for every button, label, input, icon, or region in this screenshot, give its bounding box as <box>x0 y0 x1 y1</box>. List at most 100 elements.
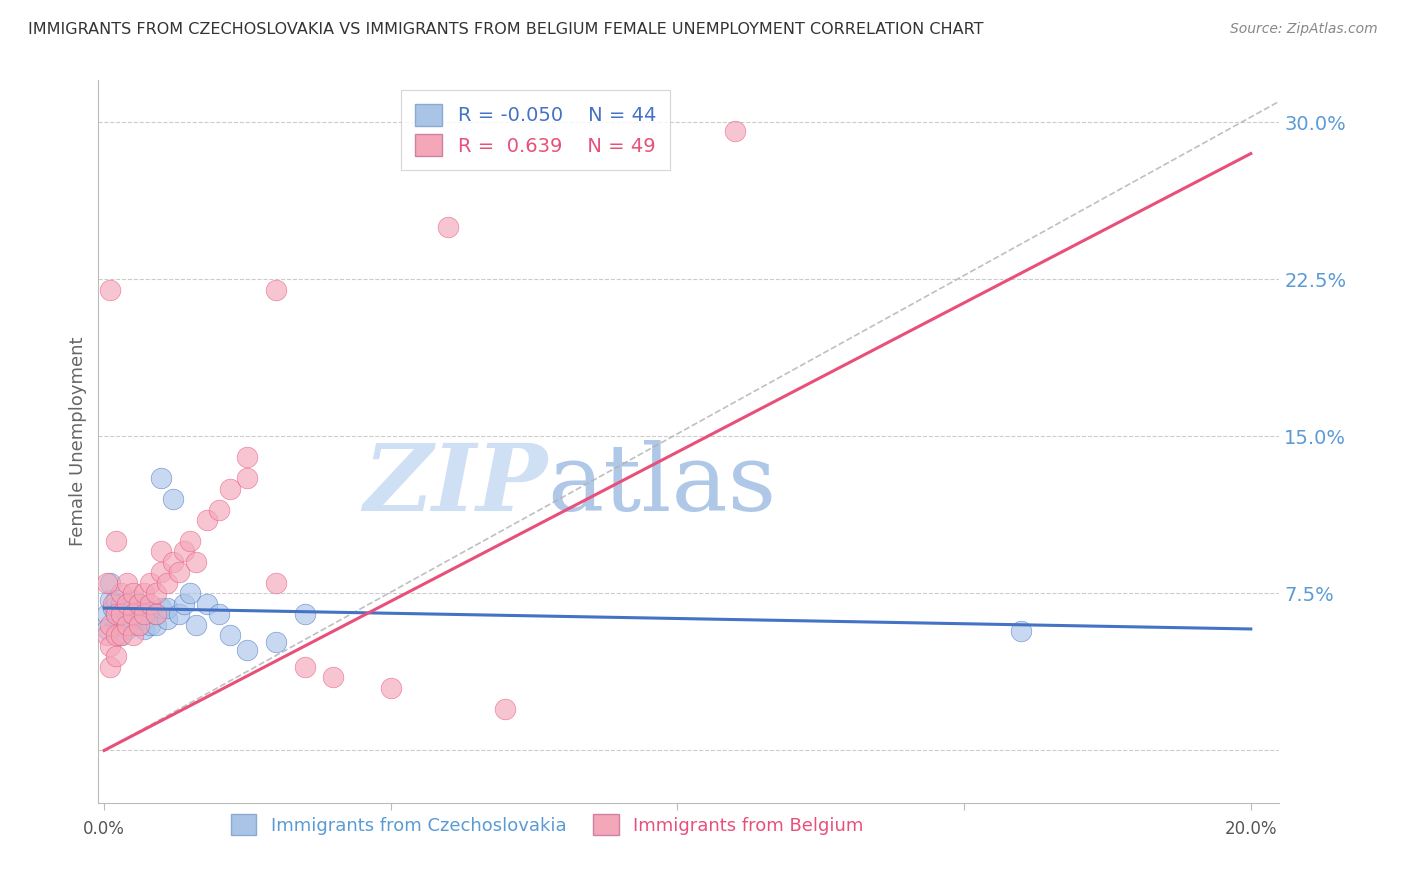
Point <box>437 219 460 234</box>
Point <box>110 586 132 600</box>
Point <box>139 617 162 632</box>
Point <box>121 617 143 632</box>
Point <box>115 617 138 632</box>
Point <box>128 597 150 611</box>
Point <box>104 607 127 622</box>
Point <box>184 617 207 632</box>
Point <box>156 611 179 625</box>
Point <box>1011 624 1033 638</box>
Point <box>145 607 167 622</box>
Point <box>145 607 167 622</box>
Point <box>98 639 121 653</box>
Legend: Immigrants from Czechoslovakia, Immigrants from Belgium: Immigrants from Czechoslovakia, Immigran… <box>222 805 873 845</box>
Point <box>134 586 156 600</box>
Text: 0.0%: 0.0% <box>83 820 125 838</box>
Point <box>173 597 195 611</box>
Point <box>139 605 162 619</box>
Point <box>96 575 118 590</box>
Point <box>104 592 127 607</box>
Point <box>128 597 150 611</box>
Text: 20.0%: 20.0% <box>1225 820 1277 838</box>
Point <box>96 622 118 636</box>
Point <box>121 592 143 607</box>
Point <box>208 607 231 622</box>
Point <box>150 471 173 485</box>
Point <box>98 659 121 673</box>
Point <box>156 601 179 615</box>
Point <box>208 502 231 516</box>
Point <box>495 701 517 715</box>
Point <box>195 597 218 611</box>
Point <box>219 482 242 496</box>
Point <box>195 513 218 527</box>
Point <box>98 575 121 590</box>
Point <box>121 607 143 622</box>
Point <box>134 622 156 636</box>
Point <box>96 607 118 622</box>
Point <box>150 566 173 580</box>
Point <box>121 586 143 600</box>
Y-axis label: Female Unemployment: Female Unemployment <box>69 337 87 546</box>
Point <box>110 628 132 642</box>
Point <box>322 670 344 684</box>
Point <box>104 607 127 622</box>
Point <box>236 471 259 485</box>
Point <box>115 597 138 611</box>
Point <box>128 617 150 632</box>
Point <box>724 123 747 137</box>
Point <box>264 634 287 648</box>
Point <box>179 586 201 600</box>
Point <box>145 617 167 632</box>
Point <box>264 575 287 590</box>
Point <box>173 544 195 558</box>
Text: IMMIGRANTS FROM CZECHOSLOVAKIA VS IMMIGRANTS FROM BELGIUM FEMALE UNEMPLOYMENT CO: IMMIGRANTS FROM CZECHOSLOVAKIA VS IMMIGR… <box>28 22 984 37</box>
Point <box>115 611 138 625</box>
Point <box>167 566 190 580</box>
Point <box>110 628 132 642</box>
Point <box>121 607 143 622</box>
Point <box>121 628 143 642</box>
Point <box>101 601 124 615</box>
Point <box>156 575 179 590</box>
Point <box>104 617 127 632</box>
Point <box>104 649 127 664</box>
Point <box>98 283 121 297</box>
Text: ZIP: ZIP <box>363 440 547 530</box>
Point <box>134 607 156 622</box>
Point <box>134 601 156 615</box>
Point <box>236 450 259 465</box>
Point <box>128 607 150 622</box>
Point <box>167 607 190 622</box>
Point <box>104 534 127 549</box>
Point <box>380 681 402 695</box>
Point <box>294 659 316 673</box>
Point <box>145 586 167 600</box>
Point <box>236 643 259 657</box>
Point <box>96 628 118 642</box>
Point <box>128 617 150 632</box>
Point <box>115 575 138 590</box>
Text: Source: ZipAtlas.com: Source: ZipAtlas.com <box>1230 22 1378 37</box>
Point <box>134 611 156 625</box>
Point <box>162 555 184 569</box>
Point <box>264 283 287 297</box>
Point <box>139 597 162 611</box>
Point <box>110 607 132 622</box>
Point <box>98 617 121 632</box>
Point <box>294 607 316 622</box>
Point <box>104 628 127 642</box>
Point <box>150 601 173 615</box>
Point <box>115 622 138 636</box>
Point <box>101 597 124 611</box>
Point <box>162 492 184 507</box>
Point <box>139 575 162 590</box>
Point <box>184 555 207 569</box>
Point <box>115 601 138 615</box>
Point <box>179 534 201 549</box>
Point <box>110 617 132 632</box>
Point <box>110 597 132 611</box>
Point <box>150 544 173 558</box>
Point <box>110 607 132 622</box>
Point <box>219 628 242 642</box>
Point <box>98 592 121 607</box>
